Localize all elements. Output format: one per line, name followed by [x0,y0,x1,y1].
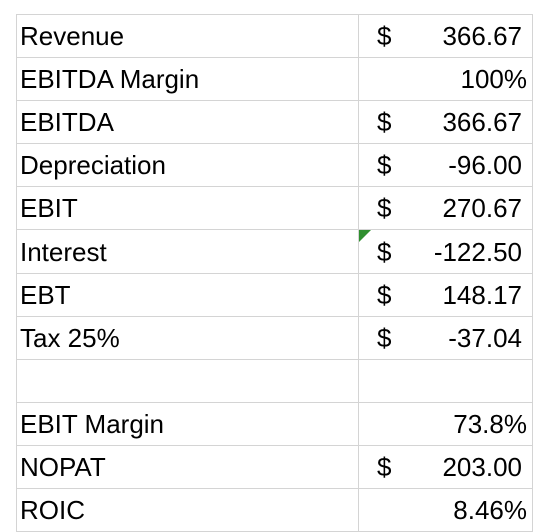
currency-symbol: $ [377,279,392,310]
cell-number: -37.04 [448,322,522,353]
cell-label-ebit-margin[interactable]: EBIT Margin [16,401,359,446]
currency-symbol: $ [377,107,392,138]
cell-label-nopat[interactable]: NOPAT [16,444,359,490]
cell-number: 366.67 [442,107,522,138]
row-ebitda: EBITDA $ 366.67 [16,100,533,145]
row-depreciation: Depreciation $ -96.00 [16,143,533,188]
currency-symbol: $ [377,451,392,482]
cell-number: 270.67 [442,193,522,224]
cell-label-revenue[interactable]: Revenue [16,13,359,59]
cell-value-ebit[interactable]: $ 270.67 [358,186,533,231]
row-empty [16,358,533,403]
cell-value-depreciation[interactable]: $ -96.00 [358,143,533,188]
cell-value-ebit-margin[interactable]: 73.8% [358,401,533,446]
cell-number: -122.50 [433,236,522,267]
currency-symbol: $ [377,150,392,181]
row-revenue: Revenue $ 366.67 [16,13,533,59]
cell-value-ebt[interactable]: $ 148.17 [358,272,533,317]
row-nopat: NOPAT $ 203.00 [16,444,533,490]
cell-value-tax[interactable]: $ -37.04 [358,315,533,360]
row-ebit: EBIT $ 270.67 [16,186,533,231]
row-ebit-margin: EBIT Margin 73.8% [16,401,533,446]
cell-label-ebt[interactable]: EBT [16,272,359,317]
cell-label-empty[interactable] [16,358,359,403]
row-tax: Tax 25% $ -37.04 [16,315,533,360]
cell-value-ebitda-margin[interactable]: 100% [358,57,533,102]
currency-symbol: $ [377,193,392,224]
cell-label-ebitda-margin[interactable]: EBITDA Margin [16,57,359,102]
cell-number: 366.67 [442,21,522,52]
cell-label-ebit[interactable]: EBIT [16,186,359,231]
cell-label-ebitda[interactable]: EBITDA [16,100,359,145]
row-ebt: EBT $ 148.17 [16,272,533,317]
row-ebitda-margin: EBITDA Margin 100% [16,57,533,102]
row-interest: Interest $ -122.50 [16,229,533,274]
cell-number: 148.17 [442,279,522,310]
cell-number: -96.00 [448,150,522,181]
comment-indicator-icon[interactable] [359,230,371,243]
cell-number: 203.00 [442,451,522,482]
cell-value-ebitda[interactable]: $ 366.67 [358,100,533,145]
cell-value-roic[interactable]: 8.46% [358,488,533,532]
cell-value-nopat[interactable]: $ 203.00 [358,444,533,490]
cell-label-tax[interactable]: Tax 25% [16,315,359,360]
cell-label-roic[interactable]: ROIC [16,488,359,532]
row-roic: ROIC 8.46% [16,488,533,532]
cell-number: 73.8% [453,408,527,439]
cell-label-interest[interactable]: Interest [16,229,359,274]
cell-value-interest[interactable]: $ -122.50 [358,229,533,274]
cell-value-empty[interactable] [358,358,533,403]
cell-label-depreciation[interactable]: Depreciation [16,143,359,188]
currency-symbol: $ [377,21,392,52]
spreadsheet-grid: Revenue $ 366.67 EBITDA Margin 100% EBIT… [16,13,533,532]
cell-number: 100% [460,64,528,95]
cell-number: 8.46% [453,495,527,526]
currency-symbol: $ [377,236,392,267]
cell-value-revenue[interactable]: $ 366.67 [358,13,533,59]
currency-symbol: $ [377,322,392,353]
